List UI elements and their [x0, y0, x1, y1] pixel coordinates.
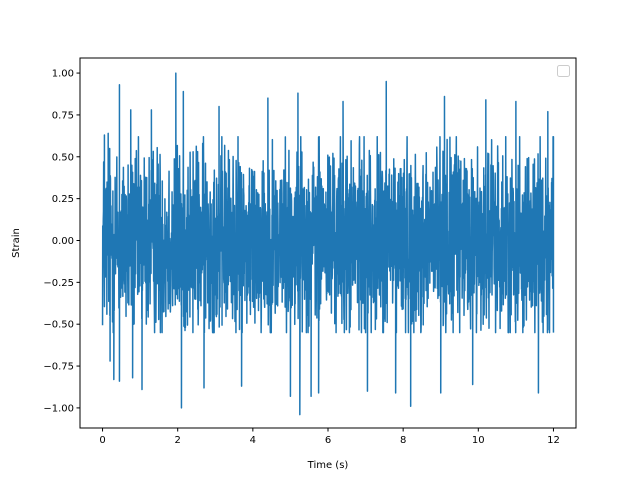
y-tick-label: 0.25: [52, 194, 74, 205]
x-tick-label: 6: [325, 435, 331, 446]
strain-series-line: [101, 72, 555, 416]
y-tick-label: −0.50: [43, 320, 74, 331]
x-tick-label: 12: [547, 435, 560, 446]
y-axis-label: Strain: [11, 228, 22, 258]
legend-box: [557, 65, 570, 77]
y-tick-label: −1.00: [43, 403, 74, 414]
y-tick-label: 0.00: [52, 236, 74, 247]
series-layer: [101, 72, 555, 416]
y-tick-label: 1.00: [52, 69, 74, 80]
y-tick-label: 0.75: [52, 110, 74, 121]
x-tick-label: 0: [99, 435, 105, 446]
y-tick-label: −0.75: [43, 362, 74, 373]
x-axis-label: Time (s): [307, 460, 349, 471]
x-axis: 0 2 4 6 8 10 12: [99, 428, 560, 446]
x-tick-label: 4: [250, 435, 256, 446]
y-tick-label: 0.50: [52, 152, 74, 163]
y-tick-label: −0.25: [43, 278, 74, 289]
y-axis: −1.00 −0.75 −0.50 −0.25 0.00 0.25 0.50 0.75 1.00: [43, 69, 80, 414]
x-tick-label: 8: [400, 435, 406, 446]
x-tick-label: 10: [472, 435, 485, 446]
x-tick-label: 2: [175, 435, 181, 446]
